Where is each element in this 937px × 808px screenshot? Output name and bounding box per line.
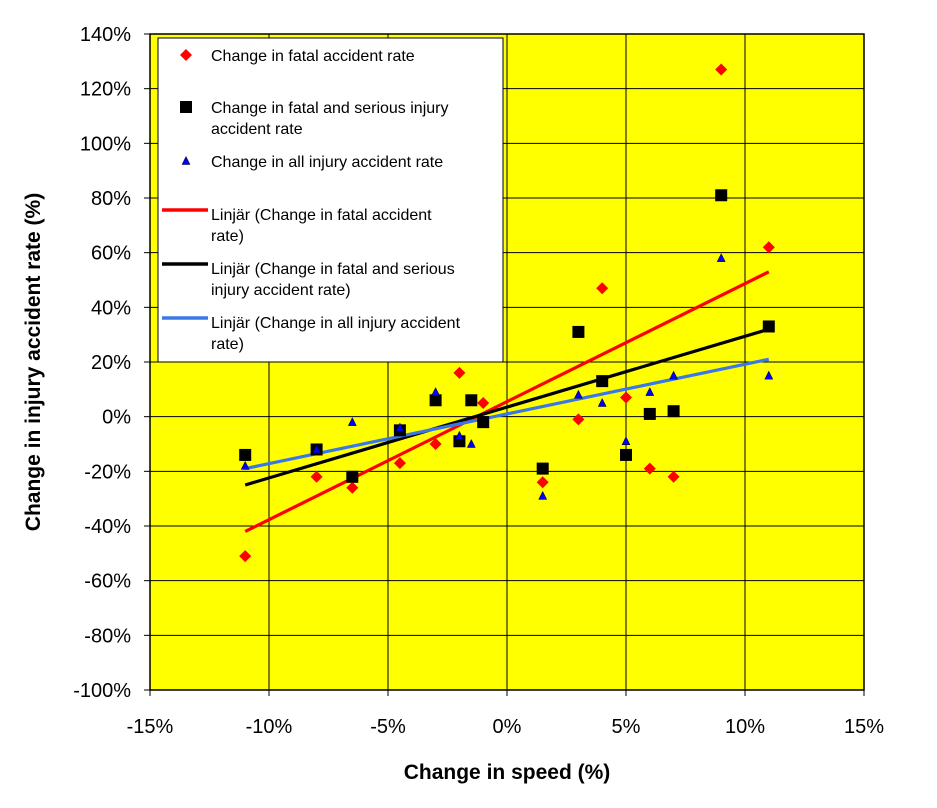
trendline (244, 357, 770, 471)
legend-entry-label: Change in fatal and serious injury (211, 100, 448, 117)
square-marker (643, 407, 656, 420)
y-tick-label: 80% (91, 188, 131, 210)
data-markers (239, 63, 775, 563)
triangle-marker (240, 460, 250, 470)
y-axis-title: Change in injury accident rate (%) (22, 193, 45, 531)
diamond-marker (620, 391, 632, 404)
x-tick-label: 15% (844, 716, 884, 738)
legend-entry-label: rate) (211, 336, 244, 353)
triangle-marker (573, 389, 583, 399)
square-marker (346, 470, 359, 483)
square-marker (572, 325, 585, 338)
legend-entry-label: Linjär (Change in all injury accident (211, 315, 461, 332)
legend-entry-label: Change in fatal accident rate (211, 48, 415, 65)
legend: Change in fatal accident rate Change in f… (157, 37, 504, 363)
diamond-marker (393, 457, 406, 470)
y-tick-label: 120% (80, 79, 131, 101)
diamond-marker (429, 438, 442, 450)
triangle-marker (312, 444, 322, 454)
y-tick-label: -100% (73, 680, 131, 702)
triangle-marker (395, 422, 405, 432)
triangle-marker (621, 436, 631, 446)
y-tick-label: -80% (84, 625, 131, 647)
trendline (244, 270, 770, 533)
diamond-marker (477, 397, 490, 409)
triangle-marker (431, 387, 441, 396)
diamond-marker (536, 476, 549, 489)
legend-entry-label: injury accident rate) (211, 282, 351, 299)
diamond-marker (453, 366, 466, 379)
x-tick-label: 5% (612, 716, 641, 738)
triangle-marker (538, 490, 548, 500)
legend-box (157, 37, 504, 363)
triangle-marker (764, 370, 774, 380)
x-tick-label: 10% (725, 716, 765, 738)
y-tick-label: -20% (84, 461, 131, 483)
legend-square-swatch (180, 101, 192, 113)
triangle-marker (466, 438, 476, 448)
legend-entry-label: Change in all injury accident rate (211, 154, 443, 171)
x-tick-label: -10% (246, 716, 293, 738)
diamond-marker (239, 550, 252, 563)
legend-entry-label: Linjär (Change in fatal accident (211, 207, 432, 224)
triangle-marker (597, 397, 607, 407)
triangle-marker (669, 370, 679, 380)
diamond-marker (596, 282, 609, 295)
square-marker (667, 405, 680, 418)
square-marker (620, 448, 632, 461)
x-tick-labels: -15% -10% -5% 0% 5% 10% 15% (127, 716, 885, 738)
y-tick-label: -40% (84, 516, 131, 538)
triangle-marker (645, 387, 655, 396)
y-tick-label: 100% (80, 133, 131, 155)
legend-diamond-swatch (180, 49, 192, 61)
triangle-marker (454, 430, 464, 440)
trendline (244, 327, 770, 487)
diamond-marker (667, 470, 680, 483)
triangle-marker (716, 253, 726, 262)
square-marker (715, 189, 728, 202)
triangle-marker (347, 417, 357, 426)
diamond-marker (715, 63, 728, 76)
y-tick-label: 40% (91, 297, 131, 319)
square-marker (762, 320, 775, 333)
y-tick-label: -60% (84, 571, 131, 593)
y-tick-label: 140% (80, 24, 131, 46)
diamond-marker (310, 470, 323, 483)
square-marker (239, 448, 252, 461)
diamond-marker (346, 481, 359, 494)
y-tick-label: 20% (91, 352, 131, 374)
legend-entry-label: Linjär (Change in fatal and serious (211, 261, 455, 278)
trendlines (244, 270, 770, 533)
square-marker (429, 394, 442, 407)
x-tick-label: -15% (127, 716, 174, 738)
diamond-marker (643, 462, 656, 475)
square-marker (536, 462, 549, 475)
square-marker (477, 416, 490, 429)
x-tick-label: 0% (493, 716, 522, 738)
diamond-marker (762, 241, 775, 254)
legend-triangle-swatch (181, 155, 191, 165)
square-marker (596, 375, 609, 388)
legend-entry-label: rate) (211, 228, 244, 245)
y-tick-label: 0% (102, 407, 131, 429)
square-marker (465, 394, 478, 407)
x-tick-label: -5% (370, 716, 406, 738)
diamond-marker (572, 413, 585, 426)
y-tick-label: 60% (91, 243, 131, 265)
x-axis-title: Change in speed (%) (404, 761, 611, 784)
y-tick-labels: -100% -80% -60% -40% -20% 0% 20% 40% 60% 80% 100% 1… (73, 24, 131, 702)
legend-entry-label: accident rate (211, 121, 303, 138)
